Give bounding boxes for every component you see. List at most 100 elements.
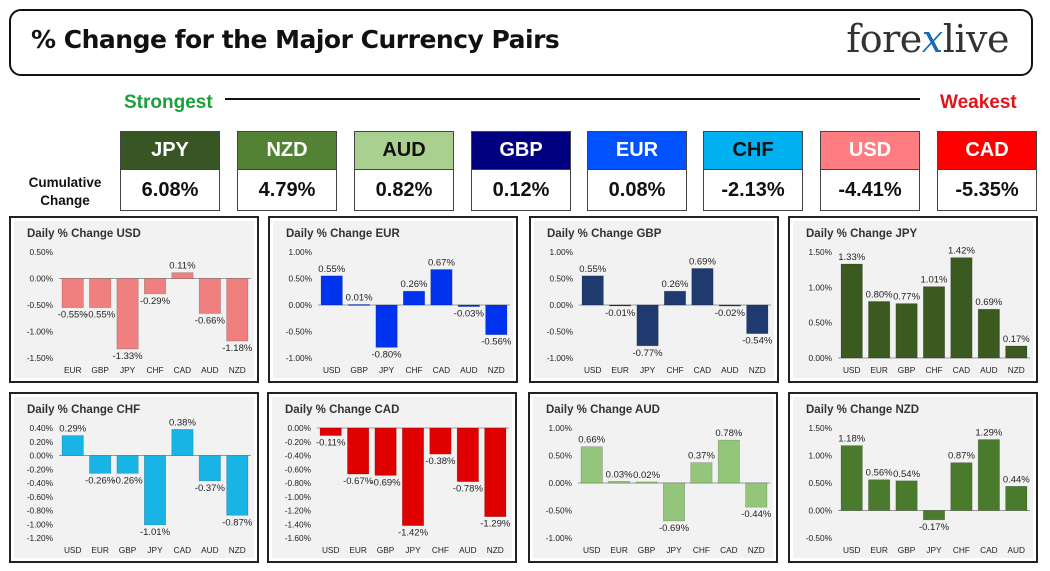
chart-title: Daily % Change USD [27,228,141,240]
bar [977,439,1000,511]
chart-title: Daily % Change CAD [285,404,399,416]
strength-scale-line [225,98,920,100]
data-label: -0.56% [481,337,512,348]
data-label: 0.26% [662,279,689,290]
data-label: -0.69% [371,477,402,488]
data-label: -0.03% [454,309,485,320]
header-box: % Change for the Major Currency Pairs fo… [9,9,1033,76]
bar [456,427,479,482]
bar [636,304,659,347]
data-label: 1.33% [838,252,865,263]
y-tick-label: 0.00% [29,451,53,461]
y-tick-label: -0.80% [285,478,312,488]
y-tick-label: 1.50% [808,247,832,257]
currency-code: CAD [937,131,1037,170]
x-tick-label: JPY [666,545,682,555]
data-label: 1.29% [975,428,1002,439]
x-tick-label: CAD [720,545,738,555]
data-label: -0.55% [58,310,89,321]
data-label: -0.17% [919,522,950,533]
data-label: -0.01% [605,308,636,319]
currency-tile-cad: CAD -5.35% [937,131,1037,211]
chart-panel-chf: Daily % Change CHF 0.40% 0.20% 0.00% -0.20% -… [9,392,259,563]
x-tick-label: CHF [693,545,710,555]
logo-text-right: live [942,17,1010,61]
bar [950,257,973,359]
y-tick-label: 1.00% [288,247,312,257]
bar [374,427,397,476]
cumulative-change-value: -5.35% [937,170,1037,211]
data-label: -0.44% [741,509,772,520]
chart-panel-cad: Daily % Change CAD 0.00% -0.20% -0.40% -0.60… [267,392,517,563]
chart-panel-jpy: Daily % Change JPY 1.50% 1.00% 0.50% 0.00% 1.… [788,216,1038,383]
data-label: -1.42% [398,528,429,539]
data-label: -1.01% [140,527,171,538]
bar [1005,345,1028,359]
data-label: -0.87% [222,517,253,528]
logo-text-x: x [921,17,943,61]
y-tick-label: -1.00% [547,353,574,363]
x-tick-label: EUR [349,545,367,555]
x-tick-label: CHF [953,545,970,555]
chart-panel-eur: Daily % Change EUR 1.00% 0.50% 0.00% -0.50% -… [268,216,518,383]
data-label: -0.55% [85,310,116,321]
bar [89,278,112,308]
data-label: -0.26% [85,475,116,486]
x-tick-label: EUR [610,545,628,555]
x-tick-label: EUR [64,365,82,375]
cumulative-change-value: 0.82% [354,170,454,211]
data-label: -0.54% [742,336,773,347]
strongest-label: Strongest [124,92,213,113]
x-tick-label: USD [843,365,861,375]
y-tick-label: -0.20% [27,464,54,474]
currency-tile-nzd: NZD 4.79% [237,131,337,211]
data-label: 0.17% [1003,334,1030,345]
bar-chart: Daily % Change JPY 1.50% 1.00% 0.50% 0.00% 1.… [806,228,1030,375]
y-tick-label: -0.50% [546,506,573,516]
y-tick-label: -0.80% [27,506,54,516]
x-tick-label: GBP [898,545,916,555]
currency-tile-eur: EUR 0.08% [587,131,687,211]
y-tick-label: -1.60% [285,533,312,543]
currency-code: GBP [471,131,571,170]
data-label: 0.78% [715,428,742,439]
y-tick-label: -1.00% [286,353,313,363]
y-tick-label: 1.00% [808,282,832,292]
data-label: -0.38% [425,456,456,467]
cumulative-change-value: 4.79% [237,170,337,211]
y-tick-label: -1.20% [285,506,312,516]
x-tick-label: AUD [721,365,739,375]
x-tick-label: JPY [405,545,421,555]
x-tick-label: CAD [174,545,192,555]
y-tick-label: 0.00% [29,274,53,284]
data-label: 0.67% [428,257,455,268]
y-tick-label: 0.00% [548,478,572,488]
bar [429,427,452,455]
data-label: -0.66% [195,315,226,326]
bar-chart: Daily % Change USD 0.50% 0.00% -0.50% -1.00%… [27,228,253,375]
bar-chart: Daily % Change AUD 1.00% 0.50% 0.00% -0.50% -… [546,404,772,555]
bar [347,427,370,475]
bar [116,455,139,474]
currency-tile-jpy: JPY 6.08% [120,131,220,211]
currency-code: NZD [237,131,337,170]
bar-chart: Daily % Change CAD 0.00% -0.20% -0.40% -0.60… [285,404,511,555]
bar-chart: Daily % Change EUR 1.00% 0.50% 0.00% -0.50% -… [286,228,512,375]
bar [226,455,249,516]
page-title: % Change for the Major Currency Pairs [31,25,560,54]
x-tick-label: JPY [120,365,136,375]
x-tick-label: CHF [925,365,942,375]
bar [663,482,685,522]
x-tick-label: CHF [146,365,163,375]
data-label: -0.26% [113,475,144,486]
bar [718,304,741,307]
x-tick-label: NZD [748,545,765,555]
bar [1005,486,1028,511]
bar [691,268,714,306]
data-label: -0.80% [372,349,403,360]
y-tick-label: -0.50% [27,300,54,310]
bar [664,290,686,306]
data-label: 1.42% [948,246,975,257]
x-tick-label: JPY [379,365,395,375]
x-tick-label: USD [584,365,602,375]
